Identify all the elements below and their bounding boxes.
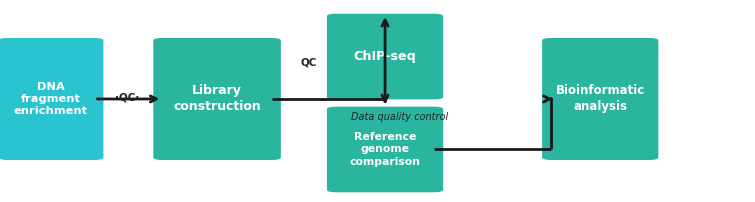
- FancyBboxPatch shape: [153, 38, 281, 160]
- Text: Data quality control: Data quality control: [351, 112, 448, 122]
- FancyBboxPatch shape: [542, 38, 658, 160]
- Text: Library
construction: Library construction: [173, 84, 261, 114]
- FancyBboxPatch shape: [327, 14, 443, 99]
- Text: ·QC·: ·QC·: [115, 93, 139, 103]
- FancyBboxPatch shape: [0, 38, 103, 160]
- FancyBboxPatch shape: [327, 107, 443, 192]
- Text: Bioinformatic
analysis: Bioinformatic analysis: [556, 84, 645, 114]
- Text: ChIP-seq: ChIP-seq: [353, 50, 417, 63]
- Text: DNA
fragment
enrichment: DNA fragment enrichment: [14, 82, 88, 116]
- Text: QC: QC: [300, 58, 317, 68]
- Text: Reference
genome
comparison: Reference genome comparison: [350, 132, 421, 167]
